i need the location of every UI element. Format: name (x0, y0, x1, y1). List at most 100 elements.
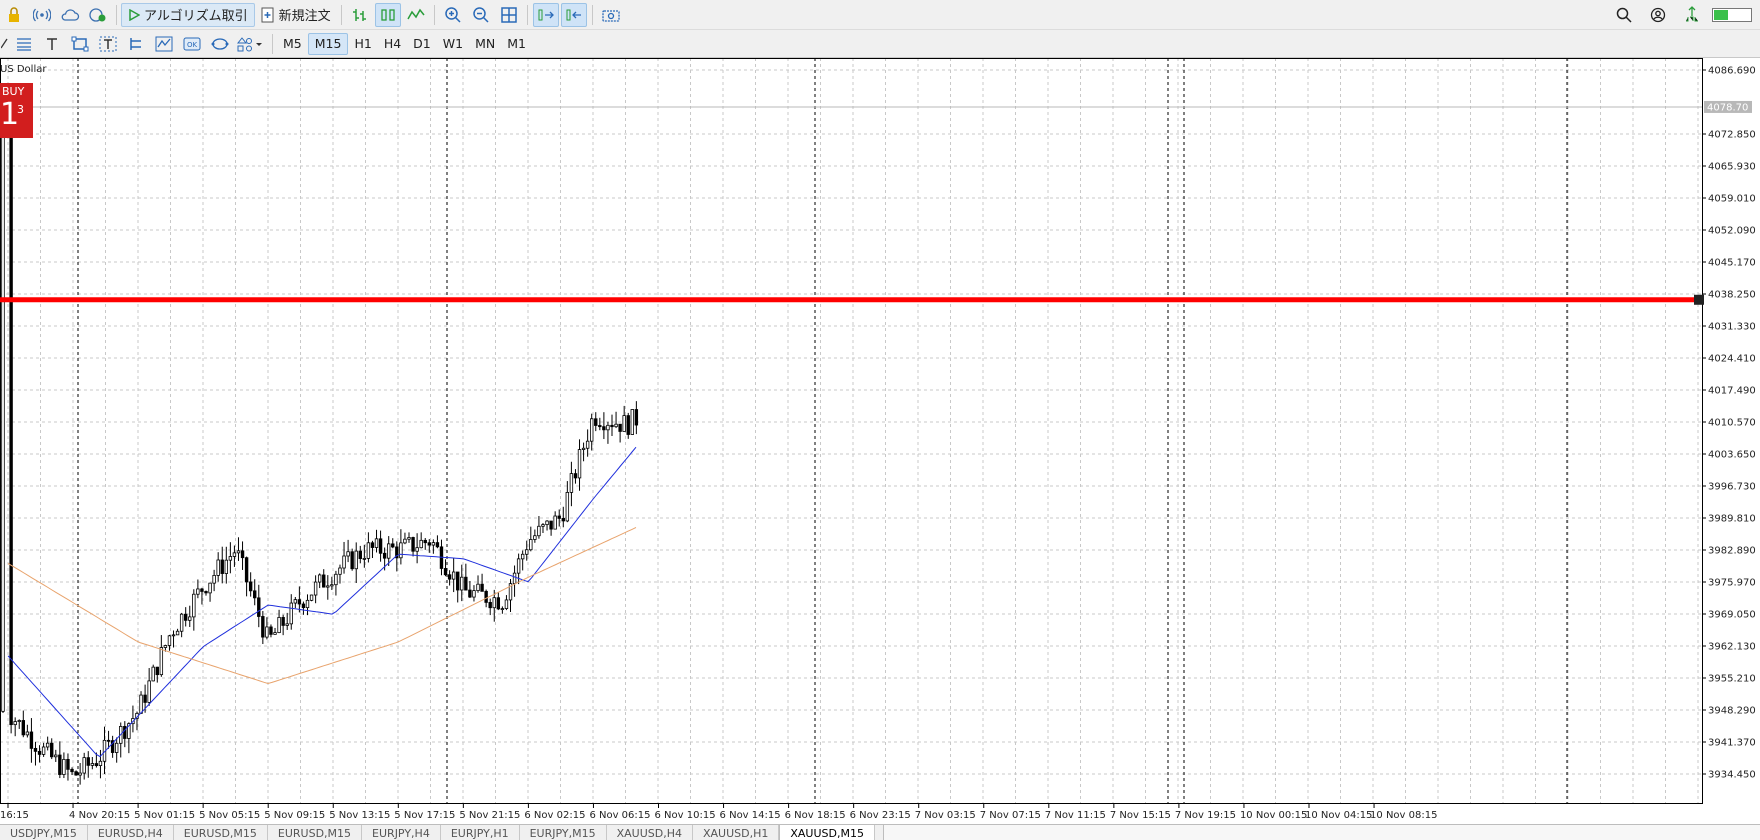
line-chart-icon[interactable] (403, 3, 429, 27)
chart-tab[interactable]: XAUUSD,H4 (607, 825, 693, 840)
chart-tab[interactable]: EURUSD,M15 (174, 825, 268, 840)
candle-body (220, 559, 224, 574)
candle-body (370, 542, 375, 548)
time-tick-label: 4 Nov 20:15 (69, 810, 130, 821)
vps-icon[interactable] (85, 3, 111, 27)
candle-body (399, 542, 403, 559)
candle-body (293, 599, 298, 604)
zoom-in-icon[interactable] (440, 3, 466, 27)
price-chart[interactable]: 4086.690 4072.850 4065.930 4059.010 4052.090… (0, 58, 1760, 824)
price-tick-label: 3934.450 (1708, 770, 1756, 781)
chart-tab[interactable]: XAUUSD,H1 (693, 825, 780, 840)
timeframe-h4-button[interactable]: H4 (383, 36, 402, 51)
one-click-buy-button[interactable]: BUY 1 3 (0, 83, 33, 138)
chart-tab[interactable]: XAUUSD,M15 (779, 825, 875, 840)
ok-button-icon[interactable]: OK (179, 32, 205, 56)
level-icon[interactable] (1679, 3, 1705, 27)
cloud-icon[interactable] (57, 3, 83, 27)
candle-body (265, 626, 269, 638)
auto-scroll-icon[interactable] (532, 2, 559, 27)
rectangle-tool-icon[interactable] (67, 32, 93, 56)
candle-body (415, 547, 419, 552)
signal-icon[interactable] (29, 3, 55, 27)
fibonacci-icon[interactable] (11, 32, 37, 56)
chart-canvas[interactable]: 4086.690 4072.850 4065.930 4059.010 4052.090… (0, 58, 1760, 824)
price-tick-label: 3941.370 (1708, 738, 1756, 749)
timeframe-m5-button[interactable]: M5 (283, 36, 302, 51)
chart-shift-icon[interactable] (560, 2, 587, 27)
time-tick-label: 5 Nov 21:15 (459, 810, 520, 821)
timeframe-d1-button[interactable]: D1 (413, 36, 431, 51)
text-label-icon[interactable] (95, 32, 121, 56)
algo-trading-button[interactable]: アルゴリズム取引 (121, 2, 255, 27)
candle-body (322, 574, 326, 588)
candle-body (569, 473, 574, 493)
chart-grid (0, 58, 1702, 804)
timeframe-w1-button[interactable]: W1 (442, 36, 464, 51)
indicator-icon[interactable] (151, 32, 177, 56)
price-tick-label: 4010.570 (1708, 418, 1756, 429)
time-tick-label: 16:15 (0, 810, 29, 821)
zoom-out-icon[interactable] (468, 3, 494, 27)
new-order-button[interactable]: 新規注文 (255, 3, 337, 27)
price-tick-label: 4045.170 (1708, 258, 1756, 269)
screenshot-icon[interactable] (598, 3, 624, 27)
candle-body (488, 601, 492, 609)
toolbar-separator (591, 4, 593, 25)
chart-tab[interactable]: EURUSD,H4 (88, 825, 174, 840)
main-toolbar: アルゴリズム取引 新規注文 (0, 0, 1760, 30)
candle-body (37, 750, 42, 755)
candle-body (216, 559, 220, 576)
chart-tab[interactable]: USDJPY,M15 (0, 825, 88, 840)
price-tick-label: 3969.050 (1708, 610, 1756, 621)
line-tool-icon[interactable] (1, 32, 9, 56)
candle-body (155, 666, 159, 676)
price-tick-label: 3948.290 (1708, 706, 1756, 717)
bar-chart-icon[interactable] (347, 3, 373, 27)
price-tick-label: 4086.690 (1708, 66, 1756, 77)
account-icon[interactable] (1645, 3, 1671, 27)
timeframe-mn-button[interactable]: MN (475, 36, 496, 51)
candle-body (179, 613, 184, 632)
candle-body (261, 616, 265, 638)
candle-body (476, 583, 480, 592)
candle-body (9, 112, 13, 726)
candle-body (66, 758, 70, 770)
candle-body (289, 602, 293, 625)
candle-body (468, 589, 472, 598)
candle-body (537, 525, 541, 537)
lock-icon[interactable] (1, 3, 27, 27)
timeframe-m15-button[interactable]: M15 (307, 32, 349, 55)
candle-body (90, 763, 95, 766)
grid-icon[interactable] (496, 3, 522, 27)
candle-body (606, 424, 610, 431)
candle-body (443, 568, 448, 576)
price-tick-label: 3955.210 (1708, 674, 1756, 685)
price-tick-label: 4024.410 (1708, 354, 1756, 365)
chart-tab[interactable]: EURJPY,H4 (362, 825, 441, 840)
timeframe-m1-button[interactable]: M1 (507, 36, 526, 51)
chart-tab[interactable]: EURJPY,M15 (520, 825, 607, 840)
search-icon[interactable] (1611, 3, 1637, 27)
candle-body (74, 771, 78, 776)
objects-menu-icon[interactable] (235, 32, 267, 56)
toolbar-separator (272, 33, 273, 54)
candle-body (82, 757, 86, 774)
candle-body (557, 515, 561, 519)
candle-body (151, 666, 155, 682)
shapes-icon[interactable] (207, 32, 233, 56)
time-tick-label: 5 Nov 05:15 (199, 810, 260, 821)
time-tick-label: 5 Nov 17:15 (394, 810, 455, 821)
candle-body (54, 754, 58, 758)
price-tick-label: 4038.250 (1708, 290, 1756, 301)
text-tool-icon[interactable] (39, 32, 65, 56)
candlestick-icon[interactable] (374, 2, 401, 27)
chart-tab[interactable]: EURJPY,H1 (441, 825, 520, 840)
candle-body (114, 742, 119, 753)
chart-tab[interactable]: EURUSD,M15 (268, 825, 363, 840)
candle-body (248, 581, 253, 592)
arrow-tool-icon[interactable] (123, 32, 149, 56)
timeframe-h1-button[interactable]: H1 (354, 36, 372, 51)
horizontal-scrollbar[interactable] (882, 825, 1760, 840)
time-tick-label: 7 Nov 11:15 (1045, 810, 1106, 821)
